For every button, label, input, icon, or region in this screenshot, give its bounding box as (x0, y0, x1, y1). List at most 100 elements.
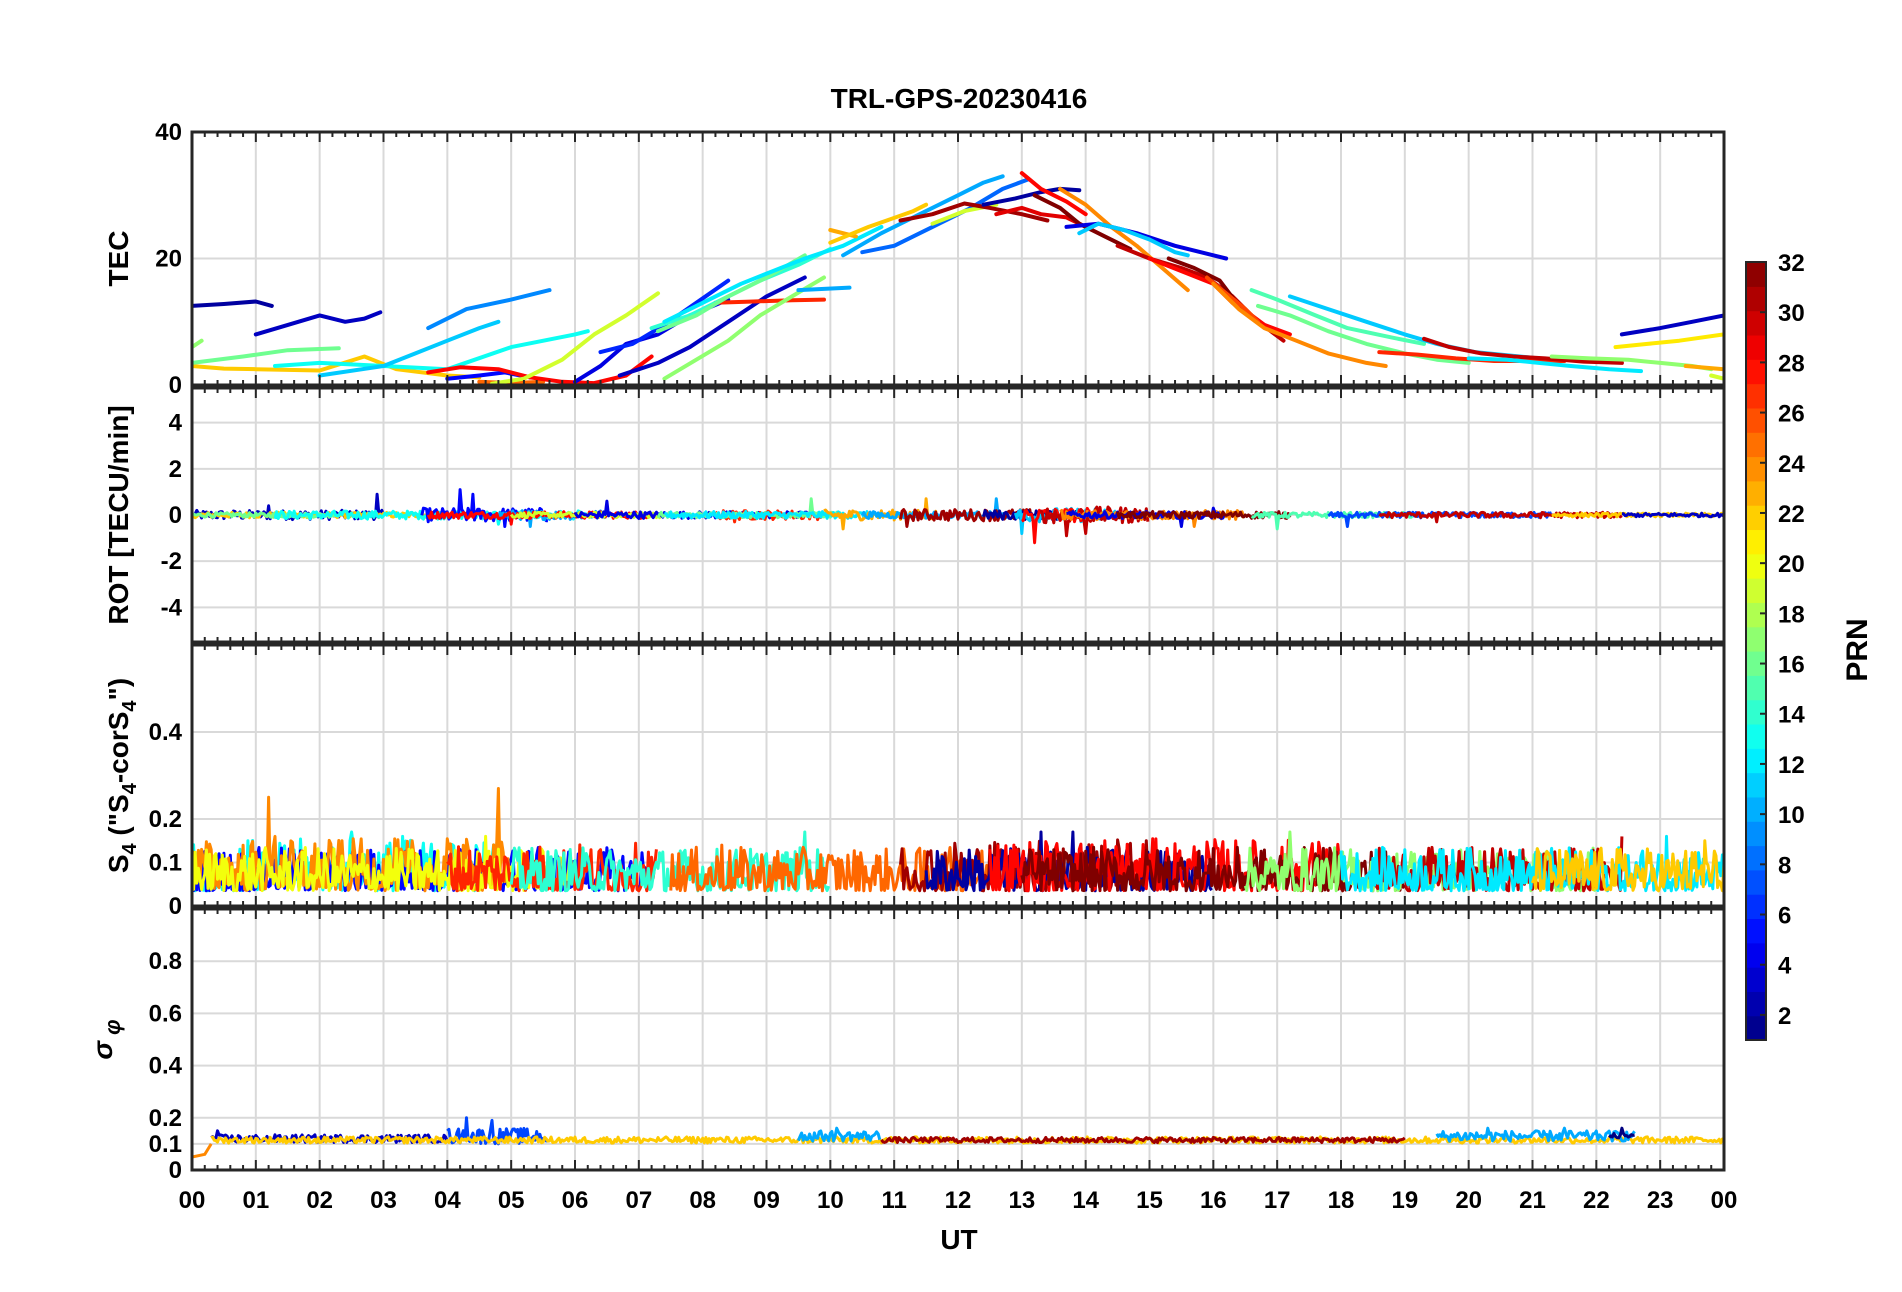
y-tick-label: 0.4 (149, 719, 183, 746)
series-line-prn-1 (1608, 1126, 1635, 1140)
series-line-prn-17 (662, 275, 826, 381)
colorbar-swatch (1746, 796, 1766, 822)
colorbar-swatch (1746, 505, 1766, 531)
series-line-prn-10 (796, 285, 852, 293)
x-tick-label: 05 (498, 1187, 525, 1214)
colorbar-swatch (1746, 869, 1766, 895)
y-axis-label-tec: TEC (103, 231, 134, 287)
series-line-prn-16 (192, 346, 341, 365)
y-tick-label: -2 (161, 548, 182, 575)
series-group (192, 1116, 1724, 1159)
colorbar-swatch (1746, 310, 1766, 336)
colorbar-swatch (1746, 407, 1766, 433)
series-line-prn-32 (1020, 845, 1406, 893)
colorbar-swatch (1746, 286, 1766, 312)
colorbar-swatch (1746, 602, 1766, 628)
colorbar-swatch (1746, 578, 1766, 603)
y-tick-label: 2 (169, 456, 182, 483)
colorbar-swatch (1746, 772, 1766, 798)
series-line-prn-32 (1116, 510, 1292, 520)
y-axis-label-part: -corS (103, 712, 134, 784)
colorbar-swatch (1746, 845, 1766, 871)
y-tick-label: 0.8 (149, 948, 182, 975)
series-line-prn-28 (1021, 506, 1091, 545)
series-line-prn-22 (828, 202, 929, 245)
series-line-prn-28 (1019, 171, 1088, 217)
colorbar-swatch (1746, 383, 1766, 409)
series-line-prn-24 (1058, 186, 1190, 293)
x-tick-label: 01 (242, 1187, 269, 1214)
y-axis-label-part: σ (87, 1040, 118, 1060)
y-axis-label-part: 4 (119, 700, 141, 712)
x-tick-label: 08 (689, 1187, 716, 1214)
series-line-prn-31 (880, 1135, 1406, 1145)
y-tick-label: 0 (169, 502, 182, 529)
series-line-prn-10 (1435, 1126, 1636, 1143)
x-tick-label: 11 (881, 1187, 906, 1214)
colorbar-tick-label: 10 (1778, 802, 1805, 829)
colorbar-swatch (1746, 651, 1766, 676)
colorbar-tick-label: 14 (1778, 702, 1805, 729)
x-tick-label: 04 (434, 1187, 461, 1214)
colorbar-tick-label: 16 (1778, 652, 1805, 679)
series-group (192, 787, 1724, 893)
x-tick-label: 14 (1072, 1187, 1099, 1214)
y-axis-label-sigma: σ φ (87, 1019, 125, 1059)
y-axis-label-rot: ROT [TECU/min] (103, 405, 134, 624)
y-tick-label: 0 (169, 893, 182, 920)
x-axis-label: UT (940, 1224, 977, 1255)
colorbar-tick-label: 4 (1778, 953, 1792, 980)
y-tick-label: 0.2 (149, 806, 182, 833)
series-line-prn-11 (1077, 221, 1190, 258)
colorbar-tick-label: 26 (1778, 401, 1805, 428)
colorbar-swatch (1746, 529, 1766, 555)
y-tick-label: -4 (161, 594, 183, 621)
x-tick-label: 13 (1008, 1187, 1035, 1214)
colorbar-swatch (1746, 432, 1766, 458)
y-axis-label-part: ") (103, 678, 134, 701)
series-line-prn-19 (1709, 373, 1724, 381)
series-line-prn-27 (713, 297, 826, 305)
panel-tec: 0 20 40 TEC (103, 119, 1726, 399)
x-tick-label: 23 (1647, 1187, 1674, 1214)
colorbar-swatch (1746, 723, 1766, 749)
colorbar-swatch (1746, 894, 1766, 920)
colorbar-swatch (1746, 942, 1766, 968)
y-axis-label-part: ("S (103, 794, 134, 843)
panel-sigma: 0.8 0.6 0.4 0.20.10 σ φ (87, 907, 1726, 1184)
y-tick-label: 0.2 (149, 1105, 182, 1132)
x-tick-label: 17 (1264, 1187, 1291, 1214)
series-line-prn-11 (317, 319, 501, 378)
colorbar-tick-label: 20 (1778, 551, 1805, 578)
colorbar-tick-label: 18 (1778, 601, 1805, 628)
series-line-prn-30 (1422, 336, 1624, 365)
y-axis-label-part: 4 (119, 842, 141, 854)
colorbar-swatch (1746, 359, 1766, 385)
colorbar-label: PRN (1841, 618, 1874, 681)
series-line-prn-31 (898, 201, 1050, 223)
colorbar-swatch (1746, 821, 1766, 847)
colorbar-swatch (1746, 699, 1766, 725)
series-line-prn-24 (1211, 281, 1388, 368)
colorbar-swatch (1746, 918, 1766, 944)
y-tick-label: 0 (169, 372, 182, 399)
series-line-prn-19 (490, 291, 660, 385)
series-line-prn-3 (253, 310, 383, 337)
series-line-prn-17 (192, 338, 204, 350)
colorbar-tick-label: 32 (1778, 250, 1805, 277)
y-tick-label: 0.1 (149, 1131, 182, 1158)
colorbar-swatch (1746, 675, 1766, 701)
series-line-prn-3 (1621, 511, 1724, 519)
series-group (192, 488, 1724, 545)
series-line-prn-16 (192, 511, 340, 519)
series-line-prn-3 (1619, 313, 1724, 337)
colorbar-tick-label: 24 (1778, 451, 1805, 478)
x-tick-label: 12 (945, 1187, 972, 1214)
series-line-prn-21 (1613, 332, 1724, 350)
y-axis-label-part: 4 (119, 782, 141, 794)
y-tick-label: 0.6 (149, 1000, 182, 1027)
